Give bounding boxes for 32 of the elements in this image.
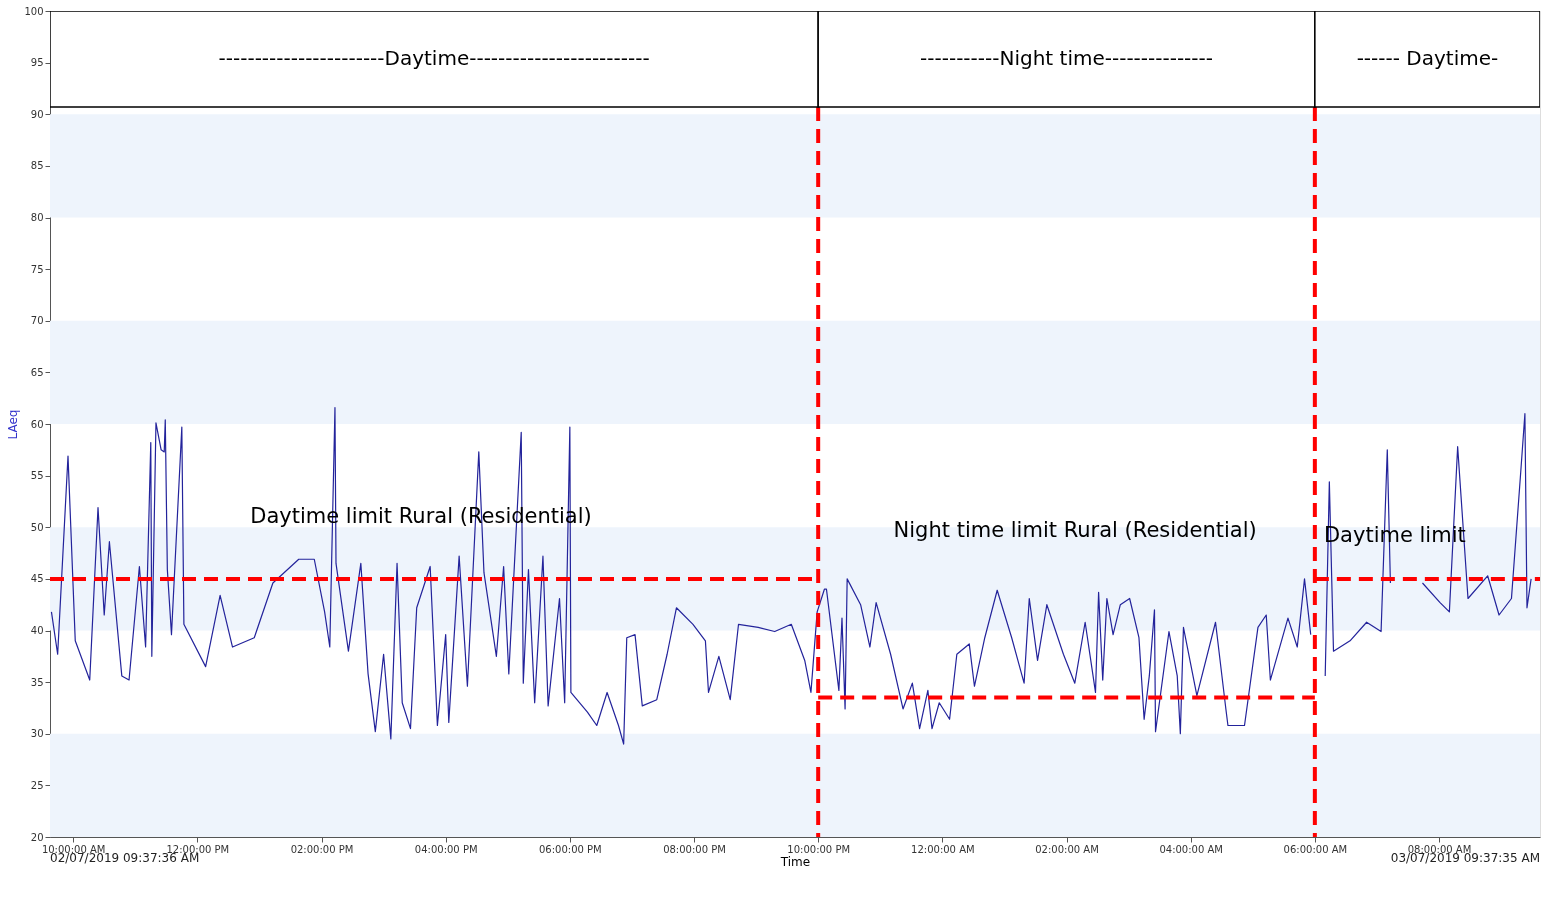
x-tick-label: 08:00:00 PM: [663, 843, 726, 855]
annotation: Night time limit Rural (Residential): [893, 517, 1257, 542]
y-tick-label: 55: [30, 470, 44, 482]
band-label: ------ Daytime-: [1356, 46, 1499, 70]
y-tick-label: 20: [30, 831, 44, 843]
x-tick-label: 06:00:00 PM: [538, 843, 602, 855]
x-tick-label: 02:00:00 PM: [290, 843, 354, 855]
y-tick-label: 45: [30, 573, 44, 585]
band-label: -----------Night time---------------: [920, 46, 1213, 70]
y-tick-label: 95: [30, 57, 44, 69]
y-tick-label: 80: [30, 212, 44, 223]
band-label: -----------------------Daytime-------------------------: [218, 46, 650, 70]
y-tick-label: 100: [24, 5, 44, 17]
x-tick-label: 12:00:00 AM: [911, 843, 975, 855]
y-tick-label: 35: [30, 676, 44, 688]
y-tick-label: 70: [30, 315, 44, 327]
y-tick-label: 40: [30, 625, 44, 636]
x-tick-label: 04:00:00 PM: [414, 843, 478, 855]
x-tick-label: 06:00:00 AM: [1283, 843, 1348, 855]
y-axis-title: LAeq: [6, 409, 21, 440]
y-tick-label: 30: [30, 728, 44, 740]
y-tick-label: 50: [30, 521, 44, 533]
x-axis-title: Time: [779, 854, 811, 869]
y-tick-label: 75: [30, 263, 44, 275]
x-tick-label: 10:00:00 PM: [787, 843, 851, 855]
y-tick-label: 65: [30, 366, 44, 378]
y-tick-label: 25: [30, 779, 44, 791]
y-tick-label: 85: [30, 160, 44, 172]
y-tick-label: 60: [30, 418, 44, 430]
x-tick-label: 04:00:00 AM: [1159, 843, 1223, 855]
x-tick-label: 02:00:00 AM: [1035, 843, 1099, 855]
y-tick-label: 90: [30, 108, 44, 120]
